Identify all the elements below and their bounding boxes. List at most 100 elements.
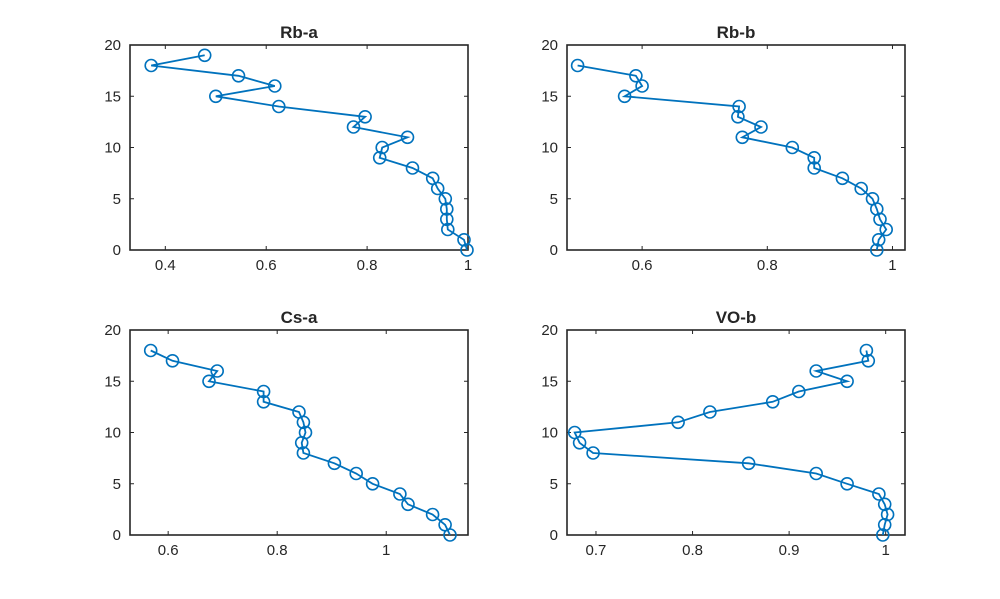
- series-line: [573, 350, 889, 536]
- data-point: [703, 405, 717, 419]
- x-tick-label: 0.6: [256, 257, 277, 274]
- data-point: [791, 384, 806, 399]
- y-tick-label: 20: [104, 37, 121, 54]
- data-point: [439, 202, 454, 216]
- data-point: [144, 58, 158, 73]
- x-tick-label: 0.8: [757, 257, 778, 274]
- data-point: [869, 243, 884, 257]
- data-point: [570, 58, 585, 73]
- axes-box: [566, 44, 906, 251]
- x-tick-label: 1: [382, 542, 390, 559]
- data-point: [861, 353, 876, 368]
- data-point: [405, 161, 420, 175]
- data-point: [617, 89, 632, 104]
- data-point: [731, 110, 745, 124]
- data-point: [439, 212, 454, 227]
- y-tick-label: 15: [541, 373, 558, 390]
- x-tick-label: 0.8: [682, 542, 703, 559]
- y-tick-label: 10: [541, 425, 558, 442]
- data-point: [457, 233, 471, 247]
- data-point: [438, 517, 452, 532]
- data-point: [765, 394, 780, 409]
- y-tick-label: 0: [113, 242, 121, 259]
- y-tick-label: 20: [541, 37, 558, 54]
- data-point: [372, 151, 387, 165]
- data-point: [296, 446, 311, 460]
- axes-box: [566, 329, 906, 536]
- data-point: [809, 364, 824, 378]
- data-point: [879, 222, 894, 237]
- data-point: [735, 130, 750, 145]
- x-tick-label: 1: [888, 257, 896, 274]
- data-point: [877, 517, 892, 532]
- data-point: [425, 171, 440, 186]
- series-line: [577, 64, 888, 251]
- data-point: [231, 69, 246, 83]
- y-tick-label: 15: [104, 88, 121, 105]
- x-tick-label: 0.7: [586, 542, 607, 559]
- data-point: [209, 89, 223, 104]
- y-tick-label: 5: [550, 191, 558, 208]
- data-point: [143, 343, 158, 358]
- x-tick-label: 0.9: [779, 542, 800, 559]
- data-point: [840, 476, 854, 491]
- data-point: [875, 528, 890, 542]
- panel-title: Cs-a: [281, 308, 318, 327]
- y-tick-label: 15: [541, 88, 558, 105]
- data-point: [298, 425, 313, 440]
- data-point: [401, 497, 415, 512]
- data-point: [840, 374, 854, 389]
- data-point: [346, 120, 361, 134]
- data-point: [567, 425, 582, 440]
- x-tick-label: 0.6: [158, 542, 179, 559]
- data-point: [267, 79, 282, 93]
- data-point: [440, 222, 455, 237]
- data-point: [859, 343, 874, 358]
- data-point: [807, 161, 822, 175]
- y-tick-label: 5: [113, 191, 121, 208]
- y-tick-label: 10: [104, 425, 121, 442]
- data-point: [375, 140, 390, 155]
- data-point: [809, 466, 824, 481]
- series-line: [150, 349, 451, 536]
- data-point: [854, 181, 869, 196]
- data-point: [400, 130, 415, 145]
- data-point: [880, 507, 895, 522]
- y-tick-label: 0: [550, 527, 558, 544]
- data-point: [835, 171, 850, 186]
- axes-box: [129, 44, 469, 251]
- x-tick-label: 0.4: [155, 257, 176, 274]
- data-point: [256, 394, 271, 409]
- data-point: [365, 476, 380, 491]
- series-line: [151, 54, 468, 251]
- data-point: [425, 507, 440, 522]
- data-point: [210, 364, 224, 378]
- data-point: [202, 374, 216, 389]
- panel-title: VO-b: [716, 308, 757, 327]
- data-point: [635, 79, 649, 93]
- y-tick-label: 0: [113, 527, 121, 544]
- data-point: [165, 353, 180, 368]
- data-point: [865, 192, 880, 206]
- data-point: [256, 384, 271, 399]
- data-point: [754, 120, 768, 134]
- y-tick-label: 10: [104, 140, 121, 157]
- data-point: [671, 415, 685, 430]
- y-tick-label: 5: [113, 476, 121, 493]
- data-point: [197, 48, 212, 63]
- data-point: [586, 446, 600, 460]
- data-point: [271, 99, 286, 114]
- x-tick-label: 0.6: [632, 257, 653, 274]
- data-point: [871, 233, 886, 247]
- y-tick-label: 15: [104, 373, 121, 390]
- data-point: [393, 487, 407, 501]
- data-point: [327, 456, 342, 471]
- x-tick-label: 0.8: [267, 542, 288, 559]
- x-tick-label: 0.8: [357, 257, 378, 274]
- data-point: [349, 466, 364, 481]
- panel-title: Rb-b: [717, 23, 756, 42]
- data-point: [629, 69, 643, 83]
